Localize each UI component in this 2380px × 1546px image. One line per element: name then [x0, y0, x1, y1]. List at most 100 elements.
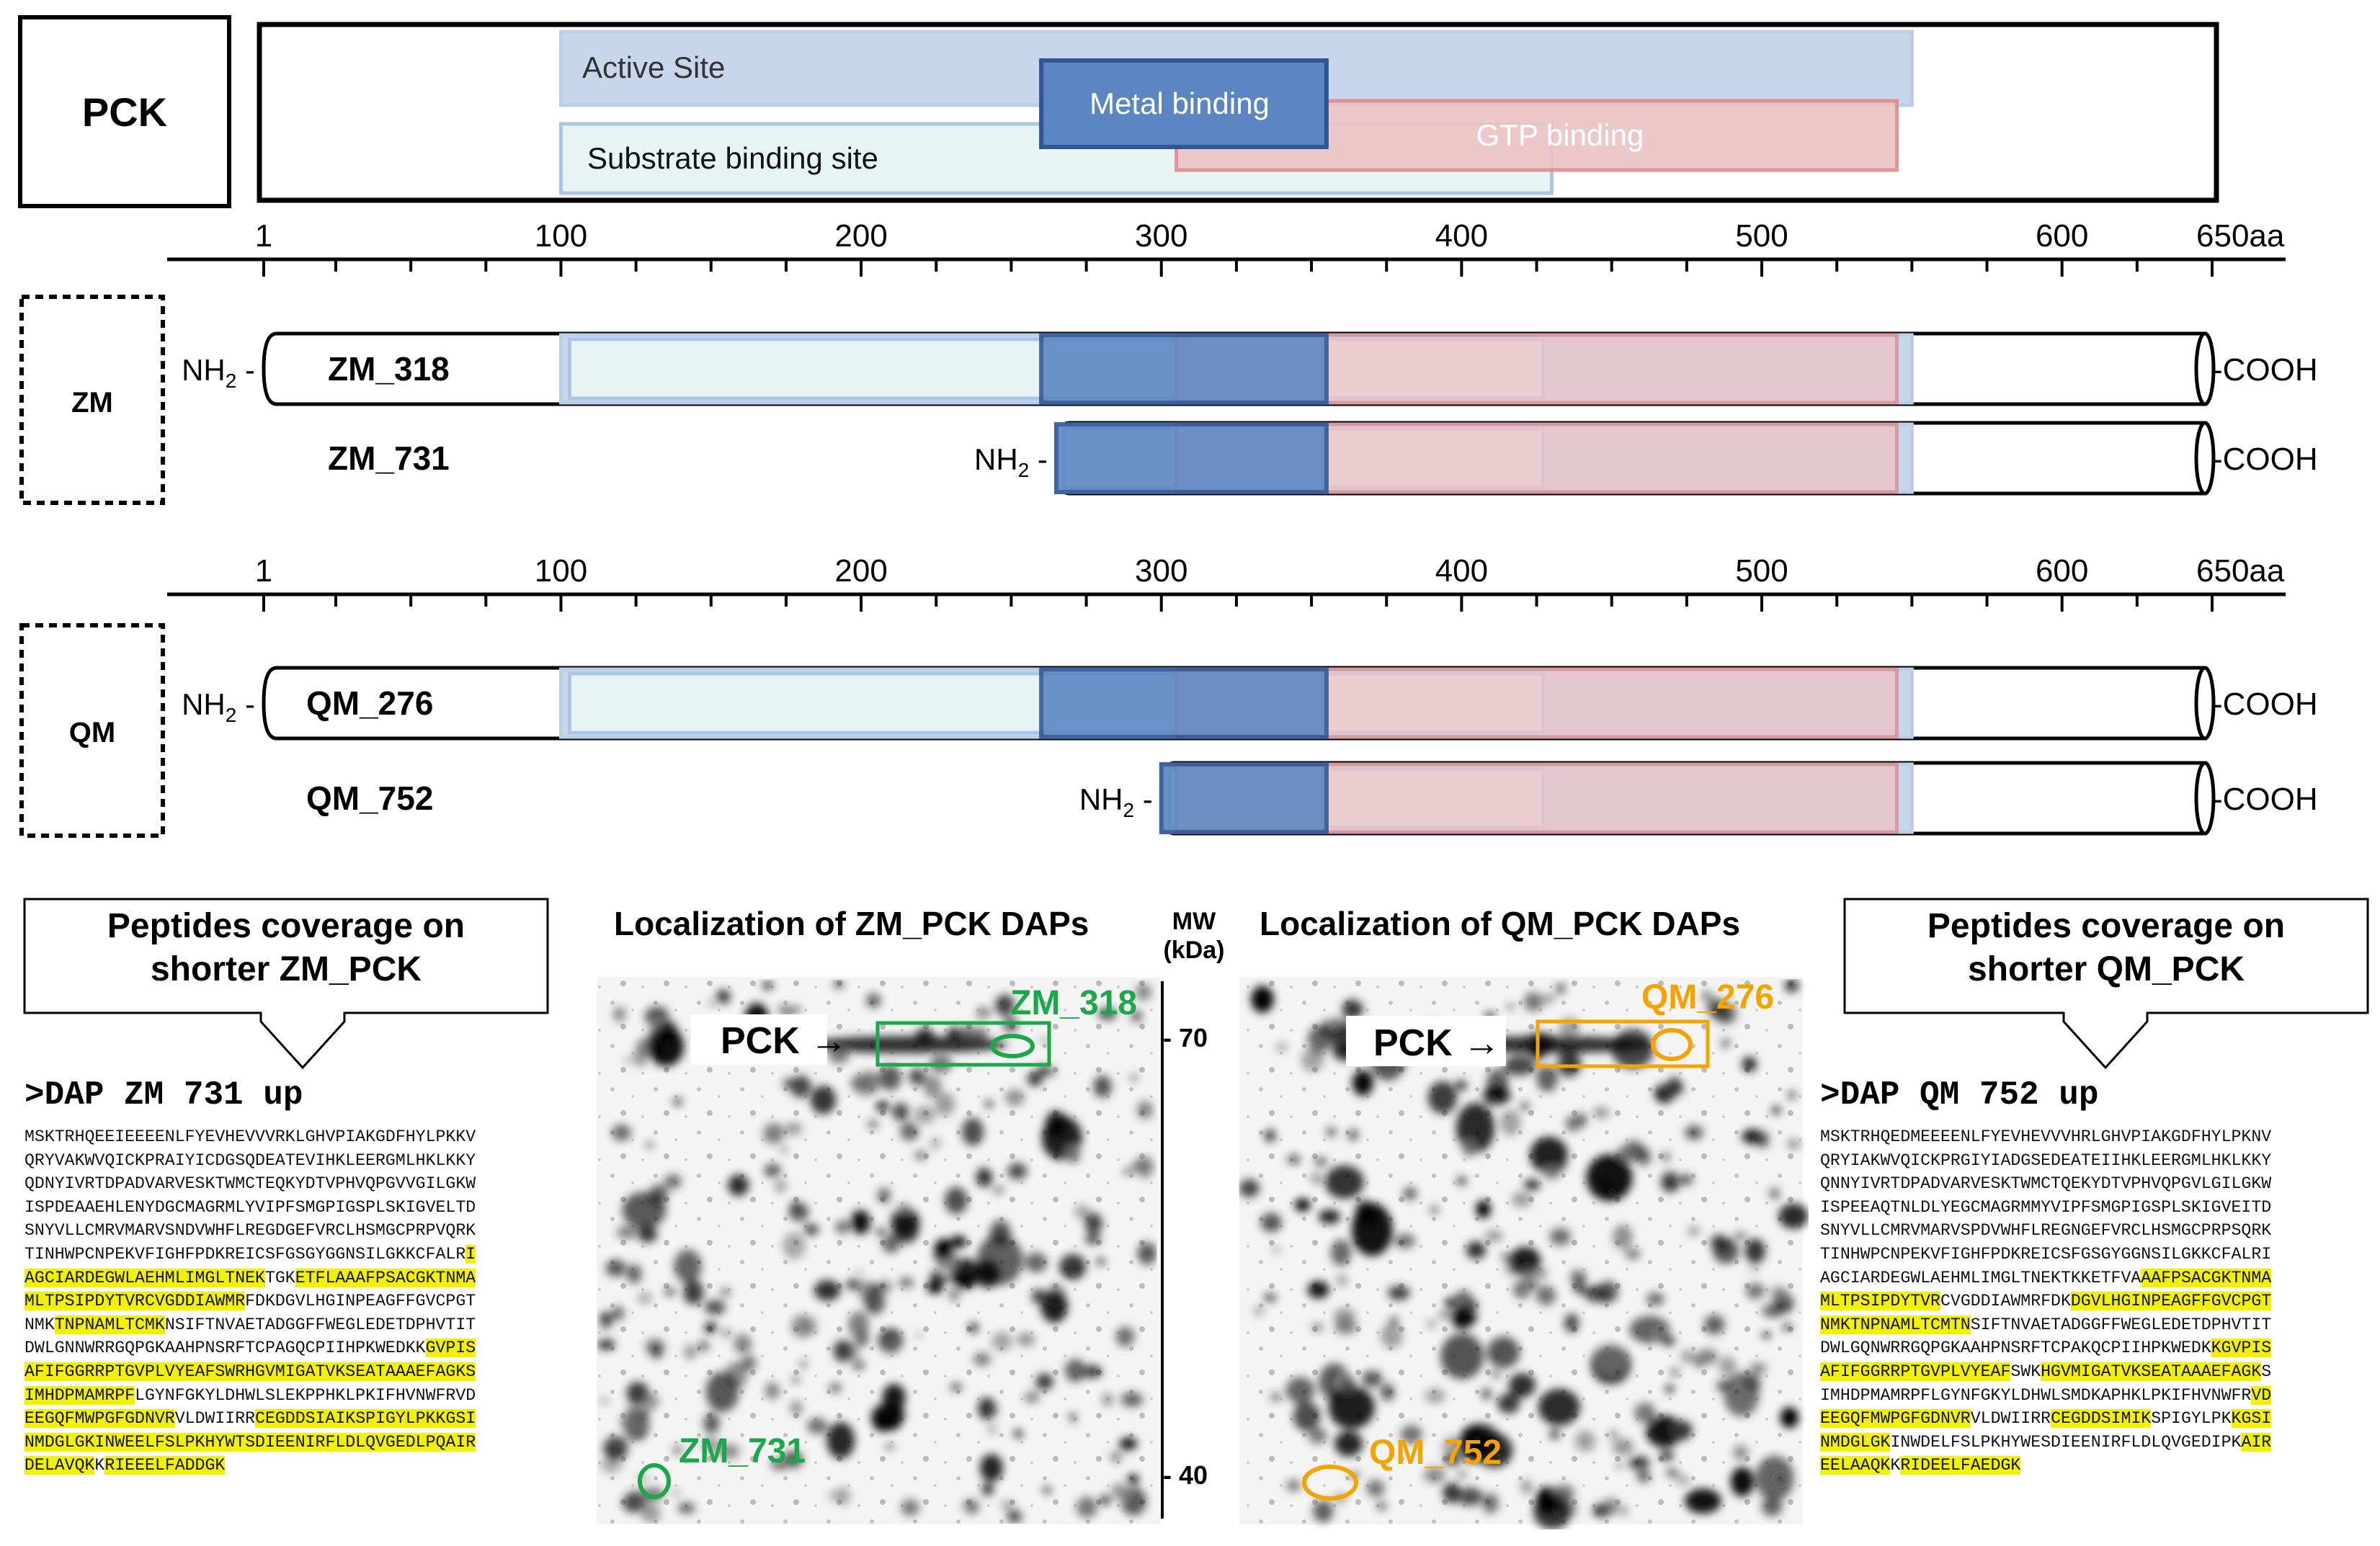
qm-gel-protein-spot: [1430, 1206, 1439, 1214]
zm-gel-protein-spot: [624, 1057, 632, 1063]
zm-gel-protein-spot: [1007, 1510, 1022, 1524]
zm-sequence-line: EEGQFMWPGFGDNVRVLDWIIRRCEGDDSIAIKSPIGYLP…: [24, 1407, 476, 1431]
ZM_731-metal-segment: [1053, 422, 1329, 494]
zm-gel-protein-spot: [923, 1075, 942, 1099]
qm-gel-protein-spot: [1549, 1429, 1560, 1439]
zm-gel-protein-spot: [914, 1332, 922, 1338]
zm-gel-protein-spot: [1027, 1071, 1043, 1086]
qm-gel-protein-spot: [1254, 1306, 1264, 1316]
qm-gel-protein-spot: [1272, 1246, 1281, 1253]
qm-gel-protein-spot: [1509, 1246, 1541, 1276]
qm-gel-protein-spot: [1659, 1449, 1675, 1462]
zm-gel-protein-spot: [611, 1124, 632, 1141]
qm-axis-tick-label: 400: [1435, 553, 1488, 589]
zm-gel-protein-spot: [616, 1225, 638, 1239]
qm-gel-protein-spot: [1615, 1462, 1623, 1469]
zm-sequence-line: NMDGLGKINWEELFSLPKHYWTSDIEENIRFLDLQVGEDL…: [24, 1431, 476, 1455]
zm-sequence-line: DELAVQKKRIEEELFADDGK: [24, 1454, 476, 1478]
isoform-QM_752: -COOH NH2 - QM_752: [306, 761, 2318, 836]
zm-gel-protein-spot: [865, 993, 881, 1008]
zm-gel-protein-spot: [718, 1444, 740, 1460]
zm-gel-protein-spot: [600, 1312, 615, 1323]
zm-731-spot-outline: [638, 1463, 671, 1499]
zm-gel-protein-spot: [885, 1442, 894, 1451]
qm-gel-protein-spot: [1314, 1157, 1327, 1166]
qm-gel-protein-spot: [1780, 1406, 1799, 1429]
qm-gel-protein-spot: [1694, 1357, 1706, 1368]
zm-pck-arrow-label: PCK →: [721, 1020, 847, 1062]
qm-gel-protein-spot: [1757, 1131, 1770, 1146]
zm-gel-protein-spot: [864, 1290, 885, 1315]
qm-gel-protein-spot: [1476, 1199, 1491, 1219]
qm-gel-protein-spot: [1453, 1290, 1473, 1308]
qm-sequence-line: QNNYIVRTDPADVARVESKTWMCTQEKYDTVPHVQPGVLG…: [1820, 1172, 2271, 1196]
zm-gel-protein-spot: [716, 989, 731, 1004]
zm-covered-peptide: GVPIS: [425, 1339, 476, 1358]
qm-sequence-segment: VLDWIIRR: [1970, 1409, 2051, 1429]
zm-gel-protein-spot: [1014, 1429, 1023, 1439]
zm-gel-protein-spot: [626, 1264, 642, 1284]
zm-pck-label-bg: [690, 1014, 827, 1065]
qm-gel-protein-spot: [1466, 1241, 1487, 1259]
qm-sequence-segment: CVGDDIAWMRFDK: [1940, 1292, 2071, 1311]
isoform-name-label: ZM_731: [328, 439, 450, 477]
zm-gel-protein-spot: [976, 1168, 993, 1187]
qm-gel-protein-spot: [1520, 1102, 1530, 1111]
qm-gel-protein-spot: [1462, 1141, 1476, 1157]
qm-gel-protein-spot: [1287, 1154, 1301, 1165]
zm-sequence-segment: MSKTRHQEEIEEEENLFYEVHEVVVRKLGHVPIAKGDFHY…: [24, 1127, 476, 1146]
zm-covered-peptide: IMHDPMAMRPF: [24, 1385, 135, 1405]
qm-sequence-line: NMKTNPNAMLTCMTNSIFTNVAETADGGFFWEGLEDETDP…: [1820, 1313, 2271, 1337]
qm-gel-protein-spot: [1440, 1333, 1484, 1380]
zm-gel-protein-spot: [991, 1331, 1012, 1351]
qm-gel-protein-spot: [1394, 1233, 1416, 1248]
ZM_318-metal-segment: [1039, 333, 1329, 405]
zm-gel-protein-spot: [868, 1120, 878, 1129]
zm-gel-protein-spot: [721, 1328, 731, 1337]
qm-gel-protein-spot: [1461, 1310, 1478, 1324]
qm-covered-peptide: NMKTNPNAMLTCMTN: [1820, 1315, 1971, 1334]
zm-gel-protein-spot: [914, 1150, 927, 1161]
qm-gel-protein-spot: [1721, 1038, 1730, 1048]
qm-coverage-title-line2: shorter QM_PCK: [1967, 950, 2245, 988]
qm-gel-protein-spot: [1549, 1228, 1572, 1246]
zm-sequence-line: MLTPSIPDYTVRCVGDDIAWMRFDKDGVLHGINPEAGFFG…: [24, 1290, 476, 1313]
qm-gel-protein-spot: [1442, 1436, 1463, 1457]
n-terminal-label: NH2 -: [182, 687, 255, 726]
mw-unit: (kDa): [1163, 937, 1224, 964]
qm-sequence-segment: QNNYIVRTDPADVARVESKTWMCTQEKYDTVPHVQPGVLG…: [1820, 1174, 2272, 1194]
zm-covered-peptide: SWRHGVMIGATVKSEATAAAEFAGKS: [215, 1362, 476, 1381]
zm-gel-protein-spot: [638, 1225, 658, 1243]
zm-coverage-title-line1: Peptides coverage on: [107, 907, 465, 945]
qm-gel-protein-spot: [1511, 1192, 1532, 1207]
zm-gel-protein-spot: [850, 1210, 870, 1235]
zm-gel-protein-spot: [909, 1068, 926, 1086]
zm-gel-protein-spot: [646, 1142, 654, 1148]
zm-gel-protein-spot: [950, 1382, 962, 1392]
zm-gel-protein-spot: [764, 1163, 782, 1178]
zm-gel-protein-spot: [1093, 1075, 1112, 1098]
qm-gel-protein-spot: [1665, 1385, 1674, 1393]
zm-gel-protein-spot: [1084, 1234, 1101, 1245]
qm-gel-protein-spot: [1536, 1285, 1556, 1305]
qm-gel-protein-spot: [1507, 1004, 1515, 1009]
qm-gel-protein-spot: [1636, 1148, 1652, 1166]
qm-covered-peptide: KGVPIS: [2211, 1339, 2272, 1358]
zm-gel-protein-spot: [1040, 1037, 1049, 1044]
zm-axis-tick-label: 400: [1435, 218, 1488, 254]
zm-coverage-title-line2: shorter ZM_PCK: [150, 950, 422, 988]
zm-gel-protein-spot: [641, 1503, 661, 1524]
zm-gel-protein-spot: [790, 1400, 803, 1416]
qm-gel-protein-spot: [1788, 1090, 1796, 1101]
qm-sequence-line: AGCIARDEGWLAEHMLIMGLTNEKTKKETFVAAAFPSACG…: [1820, 1266, 2272, 1290]
zm-gel-protein-spot: [1016, 1333, 1035, 1346]
qm-gel-protein-spot: [1654, 1331, 1664, 1340]
zm-gel-protein-spot: [1110, 1483, 1129, 1500]
qm-gel-protein-spot: [1523, 1278, 1539, 1290]
zm-gel-protein-spot: [734, 1333, 752, 1354]
qm-gel-protein-spot: [1613, 1224, 1633, 1249]
qm-gel-protein-spot: [1444, 1453, 1461, 1466]
qm-gel-protein-spot: [1636, 1469, 1651, 1483]
qm-axis-tick-label: 300: [1135, 553, 1187, 589]
qm-sequence-segment: SWK: [2010, 1362, 2041, 1381]
